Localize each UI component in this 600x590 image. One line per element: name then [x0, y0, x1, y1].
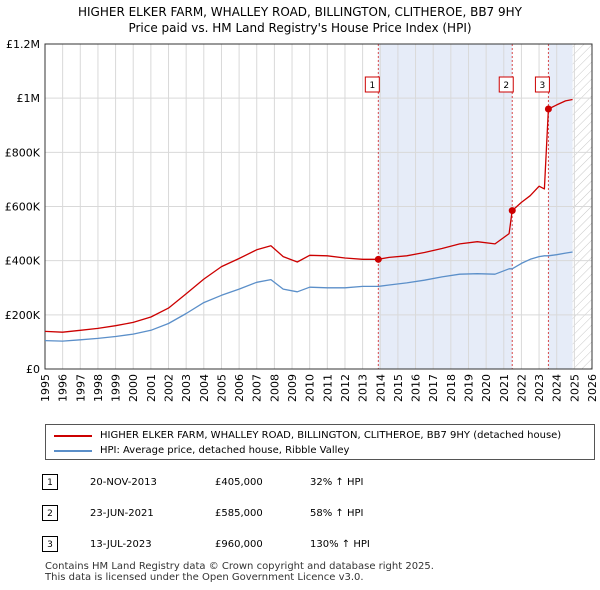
sale-date: 20-NOV-2013: [90, 477, 157, 488]
sale-point-2: [508, 207, 516, 215]
x-tick-label: 2000: [127, 374, 140, 402]
sale-badge: 2: [42, 505, 58, 521]
x-tick-label: 2006: [233, 374, 246, 402]
footer-copyright: Contains HM Land Registry data © Crown c…: [45, 561, 434, 572]
sale-price: £960,000: [215, 539, 263, 550]
sale-hpi: 58% ↑ HPI: [310, 508, 364, 519]
y-tick-label: £1M: [17, 92, 41, 105]
sale-price: £585,000: [215, 508, 263, 519]
y-tick-label: £200K: [5, 309, 41, 322]
x-tick-label: 2021: [498, 374, 511, 402]
x-tick-label: 1999: [110, 374, 123, 402]
x-tick-label: 2014: [374, 374, 387, 402]
sale-badge: 1: [42, 474, 58, 490]
x-tick-label: 2004: [198, 374, 211, 402]
footer-licence: This data is licensed under the Open Gov…: [45, 572, 364, 583]
sale-point-3: [544, 105, 552, 113]
sale-badge: 3: [42, 536, 58, 552]
x-tick-label: 2012: [339, 374, 352, 402]
x-tick-label: 2025: [568, 374, 581, 402]
x-tick-label: 1996: [57, 374, 70, 402]
x-tick-label: 1997: [74, 374, 87, 402]
sale-row-2: 2 23-JUN-2021 £585,000 58% ↑ HPI: [40, 505, 580, 523]
legend-label-hpi: HPI: Average price, detached house, Ribb…: [100, 445, 350, 456]
series-line-hpi: [44, 251, 573, 342]
sale-row-1: 1 20-NOV-2013 £405,000 32% ↑ HPI: [40, 474, 580, 492]
x-tick-label: 2017: [427, 374, 440, 402]
plot-frame: [44, 43, 593, 370]
x-tick-label: 2001: [145, 374, 158, 402]
x-tick-label: 2005: [215, 374, 228, 402]
x-tick-label: 2009: [286, 374, 299, 402]
y-tick-label: £800K: [5, 146, 41, 159]
y-tick-label: £600K: [5, 201, 41, 214]
sale-date: 13-JUL-2023: [90, 539, 152, 550]
legend-swatch-red: [54, 435, 92, 437]
sale-hpi: 130% ↑ HPI: [310, 539, 370, 550]
legend-label-property: HIGHER ELKER FARM, WHALLEY ROAD, BILLING…: [100, 430, 562, 441]
x-tick-label: 2026: [586, 374, 599, 402]
x-tick-label: 2016: [410, 374, 423, 402]
x-tick-label: 2011: [321, 374, 334, 402]
x-tick-label: 2003: [180, 374, 193, 402]
sale-label-1: 1: [369, 81, 375, 91]
x-tick-label: 2008: [268, 374, 281, 402]
sale-label-box-2: [498, 76, 514, 93]
x-tick-label: 2023: [533, 374, 546, 402]
x-tick-label: 2024: [551, 374, 564, 402]
y-tick-label: £1.2M: [6, 38, 40, 51]
sale-label-3: 3: [540, 81, 546, 91]
price-chart: 1 2 3 £0 £200K £400K £600K £800K £1M £1.2M 1995 199…: [5, 38, 599, 402]
sale-label-box-1: [364, 76, 380, 93]
sale-date: 23-JUN-2021: [90, 508, 154, 519]
sale-label-box-3: [534, 76, 550, 93]
x-tick-label: 1998: [92, 374, 105, 402]
x-tick-label: 2007: [251, 374, 264, 402]
sale-label-2: 2: [503, 81, 509, 91]
x-tick-label: 2010: [304, 374, 317, 402]
x-tick-label: 2015: [392, 374, 405, 402]
x-tick-label: 2002: [163, 374, 176, 402]
x-tick-label: 2019: [462, 374, 475, 402]
chart-subtitle: Price paid vs. HM Land Registry's House …: [128, 21, 472, 35]
x-tick-label: 2018: [445, 374, 458, 402]
sale-row-3: 3 13-JUL-2023 £960,000 130% ↑ HPI: [40, 536, 580, 554]
x-tick-label: 2013: [357, 374, 370, 402]
sale-point-1: [374, 255, 382, 263]
legend-swatch-blue: [54, 450, 92, 452]
sale-hpi: 32% ↑ HPI: [310, 477, 364, 488]
y-tick-label: £400K: [5, 255, 41, 268]
sale-price: £405,000: [215, 477, 263, 488]
y-tick-label: £0: [26, 363, 40, 376]
series-line-property: [44, 98, 573, 333]
legend: HIGHER ELKER FARM, WHALLEY ROAD, BILLING…: [45, 424, 595, 460]
chart-title: HIGHER ELKER FARM, WHALLEY ROAD, BILLING…: [77, 5, 522, 19]
x-tick-label: 2022: [515, 374, 528, 402]
x-tick-label: 2020: [480, 374, 493, 402]
x-tick-label: 1995: [39, 374, 52, 402]
